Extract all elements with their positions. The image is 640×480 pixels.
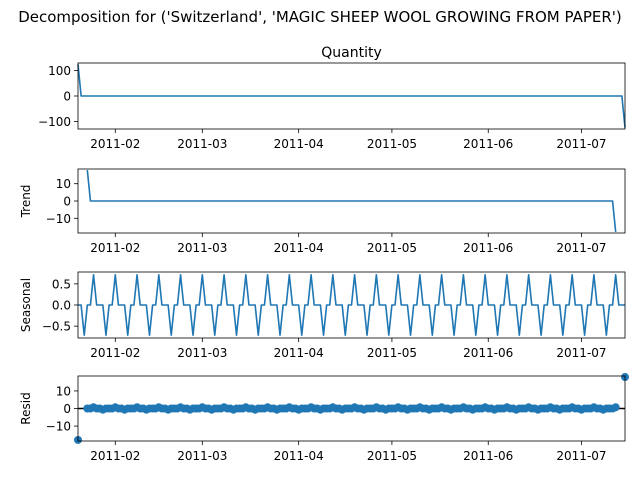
trend-panel: Trend 10 0 −10 2011-02 2011-03 2011-04 2011-05 2… <box>19 168 626 255</box>
resid-axes-frame <box>77 375 626 442</box>
resid-xtick-label: 2011-06 <box>463 449 513 463</box>
seasonal-panel: Seasonal 0.5 0.0 −0.5 2011-02 2011-03 2011-04 2… <box>19 271 626 360</box>
seasonal-xtick-label: 2011-04 <box>274 346 324 360</box>
trend-xtick-label: 2011-05 <box>367 241 417 255</box>
observed-xtick-label: 2011-07 <box>556 137 606 151</box>
trend-ytick-label: −10 <box>46 212 71 226</box>
resid-xtick-label: 2011-07 <box>556 449 606 463</box>
observed-xtick-label: 2011-04 <box>274 137 324 151</box>
seasonal-xtick-label: 2011-02 <box>90 346 140 360</box>
seasonal-ytick-label: −0.5 <box>42 320 71 334</box>
observed-panel: Quantity 100 0 −100 2011-02 2011-03 2011-04 201… <box>38 45 626 151</box>
trend-axes-frame <box>77 168 626 234</box>
trend-ytick-label: 0 <box>63 195 71 209</box>
observed-xtick-label: 2011-06 <box>463 137 513 151</box>
trend-ytick-label: 10 <box>56 177 71 191</box>
observed-xtick-label: 2011-02 <box>90 137 140 151</box>
seasonal-xtick-label: 2011-05 <box>367 346 417 360</box>
seasonal-series-line <box>78 273 625 337</box>
observed-title: Quantity <box>321 45 382 61</box>
seasonal-axes-frame <box>77 271 626 339</box>
resid-xtick-label: 2011-05 <box>367 449 417 463</box>
trend-xtick-label: 2011-03 <box>177 241 227 255</box>
observed-series-line <box>77 64 626 128</box>
observed-ytick-label: −100 <box>38 115 71 129</box>
trend-xtick-label: 2011-06 <box>463 241 513 255</box>
trend-series-line <box>86 169 617 233</box>
resid-panel: Resid 10 0 −10 2011-02 2011-03 2011-04 2011-05 2… <box>19 373 629 463</box>
observed-xtick-label: 2011-05 <box>367 137 417 151</box>
seasonal-ytick-label: 0.5 <box>52 277 71 291</box>
trend-xtick-label: 2011-04 <box>274 241 324 255</box>
seasonal-ytick-label: 0.0 <box>52 299 71 313</box>
seasonal-xtick-label: 2011-06 <box>463 346 513 360</box>
resid-point <box>611 403 620 412</box>
seasonal-ylabel: Seasonal <box>19 278 33 332</box>
observed-ytick-label: 100 <box>48 64 71 78</box>
resid-ytick-label: 10 <box>56 384 71 398</box>
seasonal-xtick-label: 2011-03 <box>177 346 227 360</box>
observed-ytick-label: 0 <box>63 90 71 104</box>
trend-ylabel: Trend <box>19 185 33 219</box>
observed-axes-frame <box>77 62 626 130</box>
resid-xtick-label: 2011-03 <box>177 449 227 463</box>
observed-xtick-label: 2011-03 <box>177 137 227 151</box>
trend-xtick-label: 2011-02 <box>90 241 140 255</box>
resid-ytick-label: 0 <box>63 402 71 416</box>
resid-xtick-label: 2011-02 <box>90 449 140 463</box>
seasonal-xtick-label: 2011-07 <box>556 346 606 360</box>
trend-xtick-label: 2011-07 <box>556 241 606 255</box>
figure-title: Decomposition for ('Switzerland', 'MAGIC… <box>18 8 622 26</box>
resid-ylabel: Resid <box>19 392 33 424</box>
resid-ytick-label: −10 <box>46 420 71 434</box>
resid-xtick-label: 2011-04 <box>274 449 324 463</box>
